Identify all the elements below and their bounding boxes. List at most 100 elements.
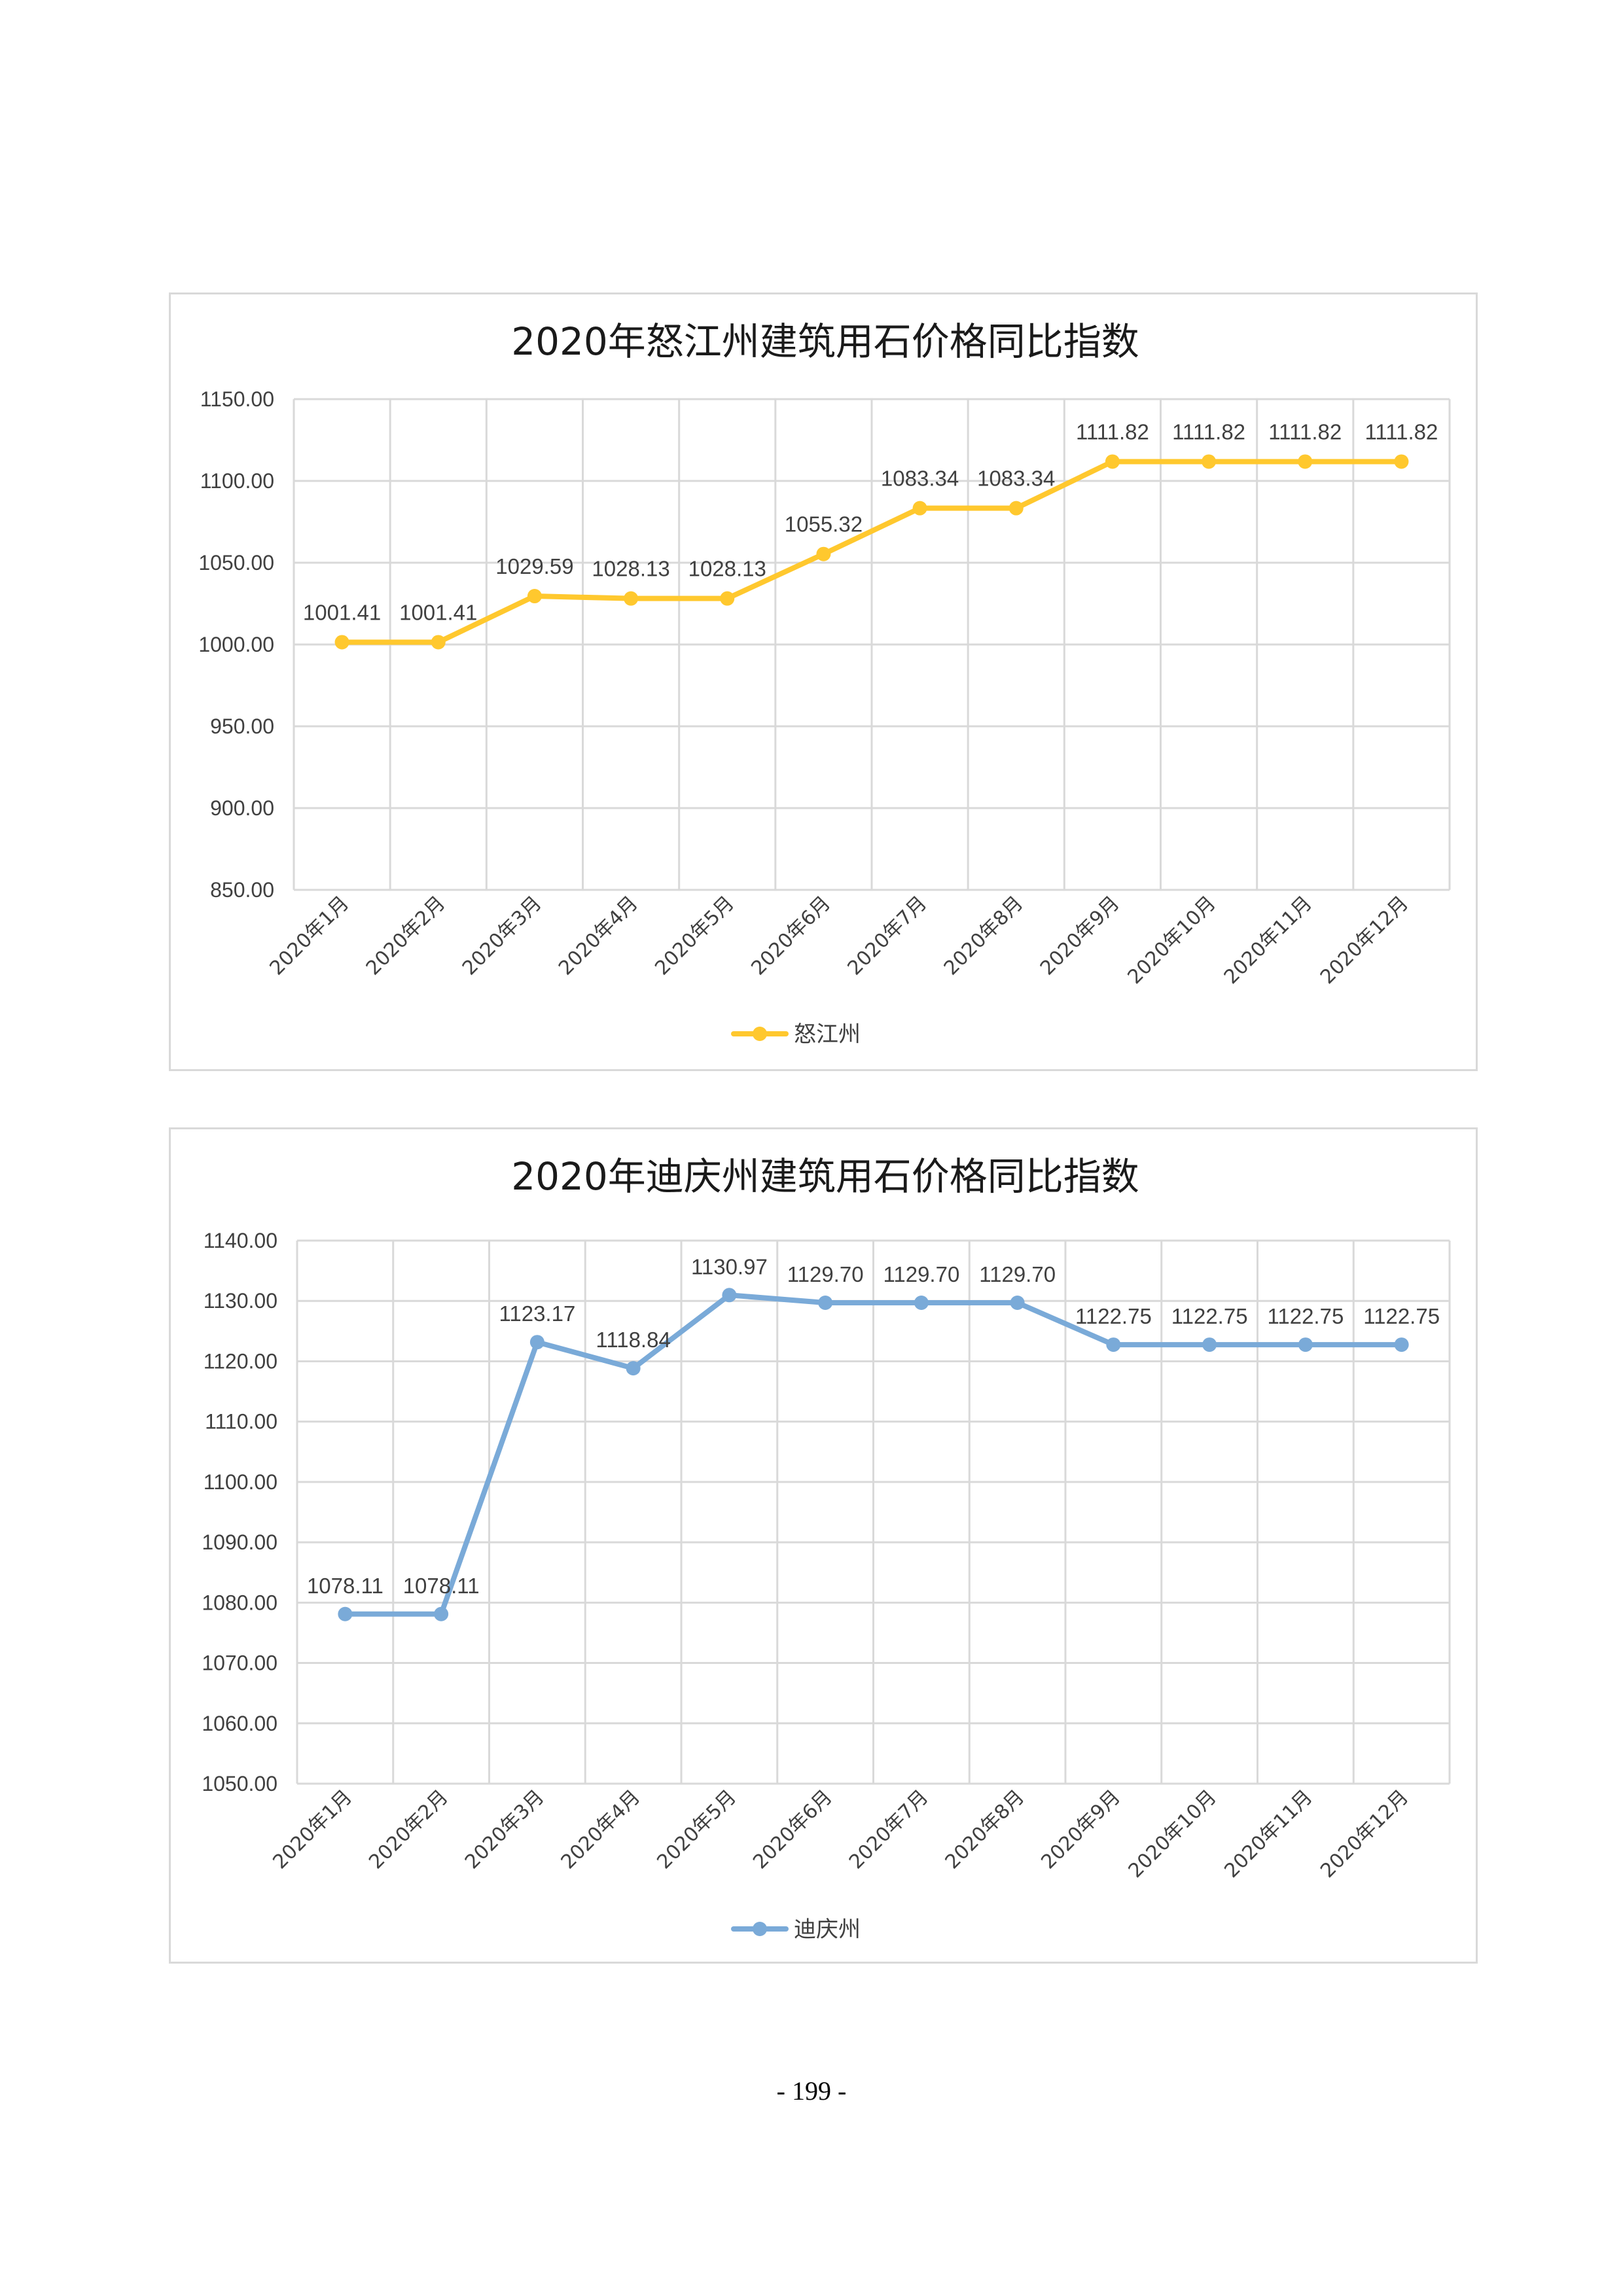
series-line <box>339 459 1404 645</box>
data-point <box>434 1606 449 1621</box>
data-label: 1129.70 <box>979 1262 1056 1286</box>
legend-marker <box>753 1027 767 1041</box>
data-label: 1118.84 <box>596 1328 670 1352</box>
legend-label: 怒江州 <box>794 1021 861 1048</box>
x-tick-label: 2020年5月 <box>651 892 739 980</box>
page-number: - 199 - <box>776 2076 847 2106</box>
x-tick-label: 2020年11月 <box>1220 1786 1317 1882</box>
y-tick-label: 1130.00 <box>204 1289 277 1313</box>
data-point <box>626 1361 641 1376</box>
data-point <box>818 1295 833 1310</box>
chart-title: 2020年迪庆州建筑用石价格同比指数 <box>511 1154 1139 1199</box>
data-point <box>334 635 349 650</box>
y-tick-label: 900.00 <box>210 796 274 820</box>
data-point <box>1394 454 1409 469</box>
data-label: 1029.59 <box>495 554 573 578</box>
data-point <box>1106 1337 1121 1352</box>
data-label: 1078.11 <box>403 1574 480 1598</box>
y-tick-label: 1120.00 <box>204 1349 277 1373</box>
data-point <box>1105 454 1120 469</box>
y-tick-label: 1000.00 <box>198 633 274 656</box>
data-point <box>720 591 735 606</box>
data-label: 1122.75 <box>1267 1304 1344 1328</box>
data-point <box>1010 1295 1025 1310</box>
x-tick-label: 2020年3月 <box>458 892 546 980</box>
x-tick-label: 2020年8月 <box>940 892 1028 980</box>
x-tick-label: 2020年7月 <box>845 1786 933 1874</box>
data-label: 1123.17 <box>499 1301 575 1326</box>
x-tick-label: 2020年11月 <box>1220 892 1317 989</box>
x-tick-label: 2020年9月 <box>1036 892 1124 980</box>
y-tick-label: 1140.00 <box>204 1229 277 1252</box>
y-tick-label: 850.00 <box>210 878 274 902</box>
data-label: 1122.75 <box>1363 1304 1440 1328</box>
x-tick-label: 2020年5月 <box>652 1786 741 1874</box>
y-tick-label: 1090.00 <box>202 1530 277 1554</box>
data-label: 1001.41 <box>399 600 477 624</box>
data-label: 1129.70 <box>787 1262 864 1286</box>
x-tick-label: 2020年7月 <box>844 892 932 980</box>
data-label: 1083.34 <box>977 467 1055 491</box>
data-label: 1078.11 <box>307 1574 383 1598</box>
data-point <box>1008 501 1024 516</box>
data-label: 1111.82 <box>1268 419 1342 444</box>
nujiang-chart-svg: 2020年怒江州建筑用石价格同比指数 850.00 900.00 950.00 1000… <box>198 319 1451 1048</box>
data-label: 1122.75 <box>1171 1304 1248 1328</box>
data-label: 1130.97 <box>691 1254 768 1279</box>
legend-marker <box>753 1922 767 1936</box>
data-point <box>1298 1337 1313 1352</box>
data-label: 1111.82 <box>1076 419 1149 444</box>
x-tick-label: 2020年10月 <box>1124 1786 1221 1882</box>
x-tick-label: 2020年8月 <box>941 1786 1029 1874</box>
data-point <box>529 1335 544 1350</box>
x-tick-label: 2020年4月 <box>557 1786 645 1874</box>
x-tick-label: 2020年2月 <box>362 892 450 980</box>
x-tick-label: 2020年1月 <box>266 892 354 980</box>
data-point <box>1202 1337 1217 1352</box>
data-point <box>1202 454 1217 469</box>
y-tick-label: 1100.00 <box>200 469 274 493</box>
x-tick-label: 2020年4月 <box>554 892 643 980</box>
data-label: 1083.34 <box>881 467 959 491</box>
chart-title: 2020年怒江州建筑用石价格同比指数 <box>511 319 1139 364</box>
data-label: 1122.75 <box>1075 1304 1152 1328</box>
x-tick-label: 2020年1月 <box>268 1786 357 1874</box>
x-tick-label: 2020年2月 <box>365 1786 453 1874</box>
data-point <box>624 591 639 606</box>
y-tick-label: 1100.00 <box>204 1470 277 1494</box>
data-label: 1001.41 <box>303 600 381 624</box>
y-tick-label: 950.00 <box>210 715 274 738</box>
y-tick-label: 1110.00 <box>205 1410 277 1434</box>
data-label: 1111.82 <box>1364 419 1438 444</box>
x-tick-label: 2020年6月 <box>749 1786 837 1874</box>
x-tick-label: 2020年10月 <box>1124 892 1221 989</box>
data-point <box>914 1295 929 1310</box>
data-point <box>722 1288 737 1303</box>
y-tick-label: 1150.00 <box>200 387 274 411</box>
y-tick-label: 1060.00 <box>202 1712 277 1735</box>
x-tick-label: 2020年12月 <box>1316 892 1413 989</box>
data-label: 1055.32 <box>785 512 863 537</box>
data-point <box>912 501 927 516</box>
data-point <box>431 635 446 650</box>
data-label: 1028.13 <box>592 557 669 581</box>
y-tick-label: 1050.00 <box>202 1772 277 1795</box>
data-label: 1111.82 <box>1172 419 1245 444</box>
diqing-chart: 2020年迪庆州建筑用石价格同比指数 1050.00 1060.00 1070.00 1… <box>169 1127 1478 1964</box>
y-tick-label: 1080.00 <box>202 1591 277 1614</box>
data-label: 1129.70 <box>883 1262 959 1286</box>
data-point <box>816 546 831 561</box>
y-tick-label: 1070.00 <box>202 1651 277 1675</box>
x-tick-label: 2020年6月 <box>747 892 835 980</box>
data-point <box>338 1606 353 1621</box>
y-tick-label: 1050.00 <box>198 551 274 574</box>
diqing-chart-svg: 2020年迪庆州建筑用石价格同比指数 1050.00 1060.00 1070.00 1… <box>202 1154 1451 1943</box>
x-tick-label: 2020年3月 <box>461 1786 549 1874</box>
series-line <box>342 1292 1404 1617</box>
data-point <box>1394 1337 1409 1352</box>
data-point <box>1298 454 1313 469</box>
nujiang-chart: 2020年怒江州建筑用石价格同比指数 850.00 900.00 950.00 1000… <box>169 292 1478 1071</box>
data-point <box>527 589 542 604</box>
x-tick-label: 2020年12月 <box>1316 1786 1413 1882</box>
x-tick-label: 2020年9月 <box>1037 1786 1125 1874</box>
